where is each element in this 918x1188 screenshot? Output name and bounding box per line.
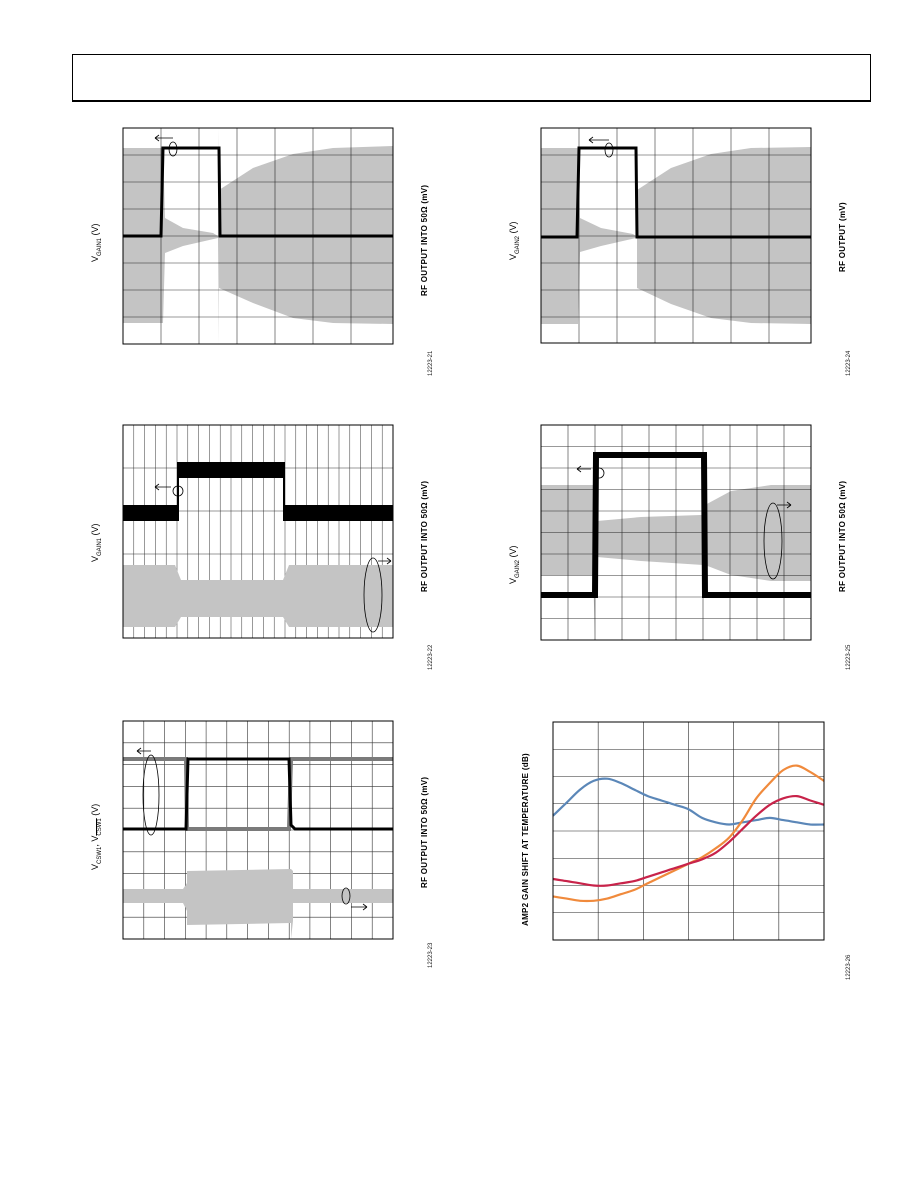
- p4-scope-plot: [540, 424, 812, 641]
- p2-figure-id: 12223-24: [846, 350, 852, 376]
- p5-arrow-right: [351, 903, 368, 911]
- p6-series-line-2: [552, 794, 825, 887]
- p1-scope-plot: [122, 127, 394, 345]
- p3-arrow-right: [378, 557, 392, 565]
- p5-rf-envelope-mid: [187, 869, 293, 939]
- p4-vgain-trace: [541, 452, 811, 598]
- p2-marker-ellipse: [604, 142, 614, 158]
- p1-right-axis-label: RF OUTPUT INTO 50Ω (mV): [420, 184, 429, 296]
- p4-right-axis-label: RF OUTPUT INTO 50Ω (mV): [838, 480, 847, 592]
- p1-left-axis-label: VGAIN1 (V): [90, 223, 103, 262]
- p4-marker-small: [593, 467, 605, 479]
- p4-arrow-left: [576, 465, 591, 473]
- p5-arrow-left: [136, 747, 151, 755]
- p2-arrow: [588, 136, 609, 144]
- p2-right-axis-label: RF OUTPUT (mV): [838, 202, 847, 272]
- p1-arrow: [154, 134, 173, 142]
- page-header-box: [72, 54, 871, 102]
- p3-marker-small: [172, 485, 184, 497]
- p6-figure-id: 12223-26: [846, 954, 852, 980]
- p6-left-axis-label: AMP2 GAIN SHIFT AT TEMPERATURE (dB): [521, 752, 530, 926]
- p2-scope-plot: [540, 127, 812, 344]
- p1-marker-ellipse: [168, 141, 178, 157]
- p4-marker-big: [763, 502, 783, 580]
- p3-vgain-high: [177, 462, 285, 478]
- p5-scope-plot: [122, 720, 394, 940]
- p2-left-axis-label: VGAIN2 (V): [508, 221, 521, 260]
- p3-left-axis-label: VGAIN1 (V): [90, 523, 103, 562]
- p3-right-axis-label: RF OUTPUT INTO 50Ω (mV): [420, 480, 429, 592]
- p3-rf-envelope: [123, 565, 393, 627]
- p4-arrow-right: [777, 501, 792, 509]
- p4-left-axis-label: VGAIN2 (V): [508, 545, 521, 584]
- p3-figure-id: 12223-22: [428, 644, 434, 670]
- p5-figure-id: 12223-23: [428, 942, 434, 968]
- p5-right-axis-label: RF OUTPUT INTO 50Ω (mV): [420, 776, 429, 888]
- p5-marker-big: [142, 754, 160, 836]
- p2-vgain-trace: [541, 146, 811, 239]
- p4-rf-envelope-mid: [597, 515, 703, 565]
- p5-rf-envelope-right: [293, 889, 393, 903]
- p5-vcsw-trace-gray: [123, 757, 393, 831]
- p1-figure-id: 12223-21: [428, 350, 434, 376]
- p5-marker-small: [341, 887, 351, 905]
- p4-figure-id: 12223-25: [846, 644, 852, 670]
- p3-arrow-left: [154, 483, 171, 491]
- p4-rf-envelope-right: [705, 485, 811, 581]
- p5-rf-envelope-left: [123, 883, 187, 911]
- p3-vgain-low-left: [123, 505, 177, 521]
- p6-series-line-0: [552, 777, 825, 826]
- p3-vgain-low-right: [285, 505, 393, 521]
- p6-gain-shift-chart: [552, 721, 825, 941]
- p1-vgain-trace: [123, 146, 393, 238]
- p5-vcsw-trace-black: [123, 757, 393, 831]
- p5-left-axis-label: VCSW1, VCSW1 (V): [90, 803, 103, 870]
- p3-scope-plot: [122, 424, 394, 639]
- p3-marker-big: [363, 557, 383, 633]
